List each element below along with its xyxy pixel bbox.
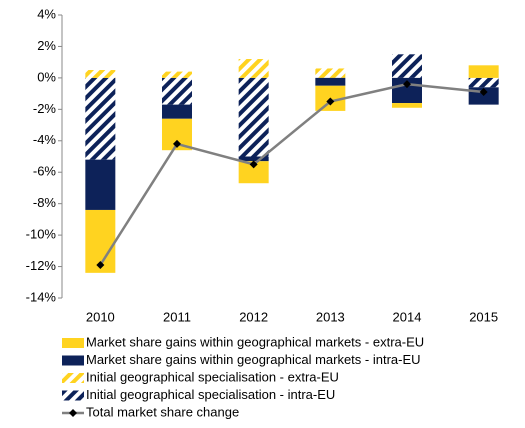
bar-segment: [238, 59, 269, 78]
bar-segment: [162, 104, 192, 119]
legend-swatch: [62, 390, 84, 401]
bar-segment: [162, 71, 192, 78]
bar-segment: [85, 77, 116, 160]
y-tick-label: -12%: [26, 258, 57, 273]
bar-segment: [392, 54, 422, 78]
bar-segment: [238, 77, 269, 157]
bar-segment: [468, 65, 499, 78]
y-tick-label: 4%: [37, 6, 56, 21]
legend-label: Initial geographical specialisation - ex…: [86, 369, 339, 384]
bar-segment: [85, 70, 116, 78]
legend-swatch: [69, 409, 77, 417]
bar-segment: [392, 103, 422, 108]
y-tick-label: 0%: [37, 69, 56, 84]
line-marker: [326, 97, 335, 106]
line-marker: [479, 88, 488, 97]
y-tick-label: -10%: [26, 227, 57, 242]
line-marker: [403, 80, 411, 89]
x-tick-label: 2012: [239, 309, 268, 324]
bar-segment: [238, 161, 269, 184]
line-marker: [96, 260, 105, 269]
bar-segment: [315, 68, 346, 78]
legend-swatch: [62, 373, 84, 383]
x-tick-label: 2015: [469, 309, 498, 324]
legend-label: Total market share change: [86, 404, 239, 419]
y-tick-label: -14%: [26, 289, 57, 304]
line-marker: [249, 160, 258, 169]
legend-swatch: [62, 338, 84, 348]
legend-swatch: [62, 355, 84, 366]
line: [99, 82, 484, 266]
x-tick-label: 2011: [163, 309, 191, 324]
x-tick-label: 2010: [86, 309, 115, 324]
legend-label: Market share gains within geographical m…: [86, 352, 421, 367]
legend-label: Market share gains within geographical m…: [86, 334, 424, 349]
line-marker: [173, 139, 181, 148]
bar-segment: [238, 156, 269, 162]
x-tick-label: 2013: [316, 309, 345, 324]
bar-segment: [162, 77, 192, 105]
y-tick-label: -2%: [33, 101, 57, 116]
legend-label: Initial geographical specialisation - in…: [86, 387, 335, 402]
bar-segment: [468, 77, 499, 88]
bar-segment: [85, 159, 116, 210]
x-tick-label: 2014: [393, 309, 422, 324]
y-tick-label: -8%: [33, 195, 57, 210]
y-tick-label: 2%: [37, 38, 56, 53]
bar-segment: [315, 77, 346, 86]
y-tick-label: -4%: [33, 132, 57, 147]
y-tick-label: -6%: [33, 164, 57, 179]
